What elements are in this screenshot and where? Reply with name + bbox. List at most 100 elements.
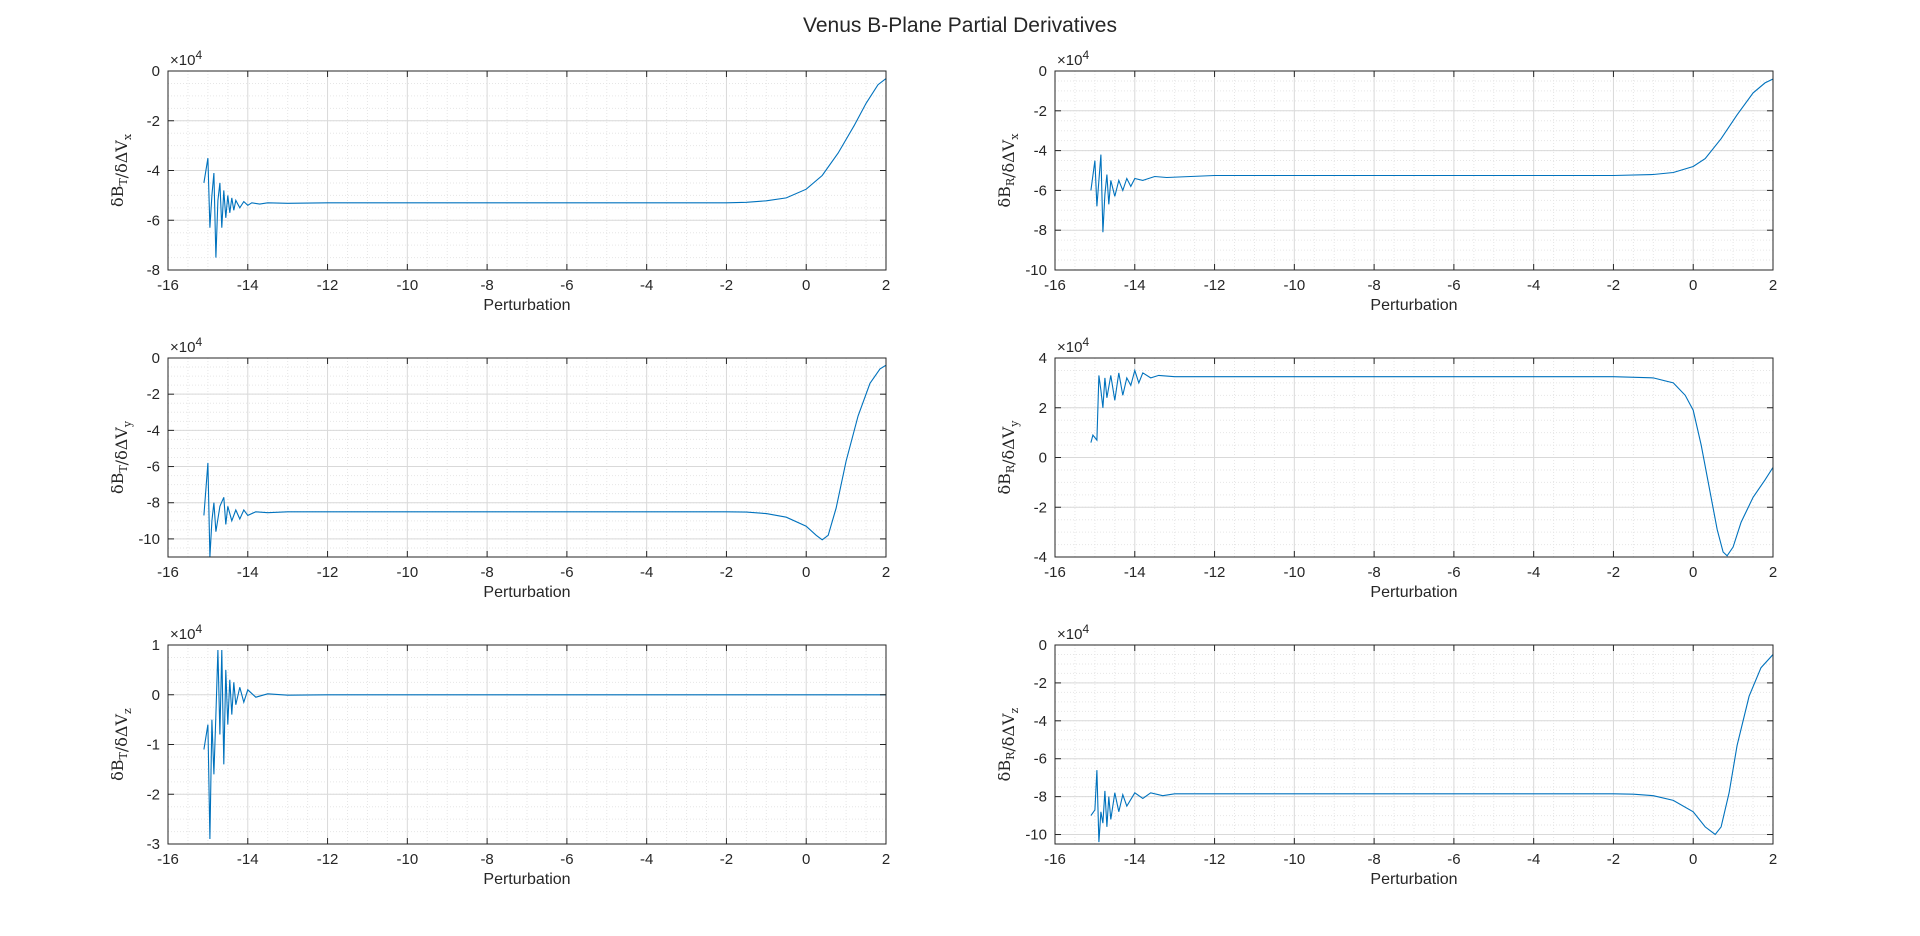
x-axis-label: Perturbation [1370, 584, 1457, 601]
axis-multiplier: ×104 [1057, 622, 1089, 643]
x-tick-label: -10 [1283, 564, 1305, 581]
x-tick-label: -2 [1607, 851, 1620, 868]
x-tick-label: -8 [1367, 277, 1380, 294]
x-tick-label: -16 [1044, 564, 1066, 581]
y-tick-label: -10 [138, 531, 160, 548]
x-tick-label: 2 [1769, 277, 1777, 294]
x-tick-label: -6 [1447, 277, 1460, 294]
x-tick-label: -10 [1283, 851, 1305, 868]
ylabel-denominator-sub: y [1008, 420, 1021, 428]
y-tick-label: 0 [152, 350, 160, 367]
x-tick-label: -10 [396, 277, 418, 294]
x-tick-label: -4 [640, 277, 653, 294]
x-tick-label: 2 [1769, 851, 1777, 868]
x-tick-label: -16 [1044, 277, 1066, 294]
x-axis-label: Perturbation [483, 584, 570, 601]
ylabel-numerator: δB [108, 186, 127, 207]
series-line [1090, 78, 1773, 233]
x-tick-label: 2 [1769, 564, 1777, 581]
ylabel-numerator-sub: T [117, 465, 130, 473]
y-tick-label: -4 [1034, 713, 1047, 730]
ylabel-denominator: /δΔV [999, 139, 1018, 178]
x-tick-label: -8 [1367, 564, 1380, 581]
y-tick-label: -8 [1034, 789, 1047, 806]
x-tick-label: 0 [1689, 564, 1697, 581]
axis-multiplier-exponent: 4 [195, 622, 202, 636]
x-tick-label: -6 [1447, 564, 1460, 581]
y-tick-label: 0 [152, 687, 160, 704]
y-tick-label: -2 [147, 113, 160, 130]
y-axis-label: δBR/δΔVx [995, 133, 1021, 208]
x-tick-label: -14 [237, 277, 259, 294]
series-line [1090, 654, 1773, 843]
x-tick-label: -14 [1124, 851, 1146, 868]
ylabel-denominator-sub: x [1008, 133, 1021, 140]
x-tick-label: -10 [1283, 277, 1305, 294]
y-axis-label: δBT/δΔVy [108, 420, 134, 494]
x-tick-label: -4 [1527, 277, 1540, 294]
axis-multiplier-exponent: 4 [1082, 622, 1089, 636]
x-axis-label: Perturbation [483, 297, 570, 314]
y-tick-label: -4 [147, 163, 160, 180]
subplot-1: -16 -14 -12 -10 -8 -6 -4 -2 0 2 -8 -6 -4 -2 0 ×104 Pertu… [108, 48, 890, 314]
y-tick-label: 0 [1039, 637, 1047, 654]
subplot-2: -16 -14 -12 -10 -8 -6 -4 -2 0 2 -10 -8 -6 -4 -2 0 ×104 Pe… [995, 48, 1777, 314]
x-tick-label: -8 [480, 277, 493, 294]
y-tick-label: -2 [1034, 103, 1047, 120]
ylabel-numerator: δB [995, 186, 1014, 207]
axis-multiplier-exponent: 4 [1082, 48, 1089, 62]
ylabel-denominator: /δΔV [112, 714, 131, 753]
y-tick-label: -3 [147, 836, 160, 853]
ylabel-numerator-sub: R [1004, 751, 1017, 760]
x-tick-label: -12 [317, 564, 339, 581]
x-tick-label: -4 [1527, 851, 1540, 868]
x-tick-label: -4 [640, 851, 653, 868]
x-tick-label: -6 [560, 277, 573, 294]
axis-multiplier: ×104 [170, 48, 202, 69]
y-tick-label: -6 [1034, 182, 1047, 199]
x-tick-label: -14 [237, 564, 259, 581]
subplot-5: -16 -14 -12 -10 -8 -6 -4 -2 0 2-3-2-101×104Pertur… [108, 622, 890, 888]
x-tick-label: -6 [1447, 851, 1460, 868]
x-tick-label: 2 [882, 851, 890, 868]
x-axis-label: Perturbation [1370, 871, 1457, 888]
ylabel-numerator-sub: R [1004, 177, 1017, 186]
figure-title: Venus B-Plane Partial Derivatives [803, 14, 1117, 37]
x-tick-label: 0 [1689, 277, 1697, 294]
x-tick-label: -8 [480, 564, 493, 581]
axis-multiplier: ×104 [170, 622, 202, 643]
y-tick-label: -2 [1034, 499, 1047, 516]
x-tick-label: -12 [1204, 564, 1226, 581]
ylabel-numerator: δB [995, 760, 1014, 781]
ylabel-denominator-sub: z [1008, 707, 1021, 713]
y-tick-label: -4 [1034, 549, 1047, 566]
ylabel-numerator-sub: R [1004, 464, 1017, 473]
ylabel-denominator: /δΔV [112, 427, 131, 466]
x-tick-label: 0 [802, 277, 810, 294]
y-tick-label: 0 [152, 63, 160, 80]
x-axis-label: Perturbation [483, 871, 570, 888]
x-tick-label: -4 [1527, 564, 1540, 581]
x-tick-label: -2 [1607, 277, 1620, 294]
ylabel-numerator-sub: T [117, 178, 130, 186]
x-tick-label: -8 [1367, 851, 1380, 868]
y-tick-label: -6 [147, 212, 160, 229]
x-tick-label: -2 [720, 564, 733, 581]
ylabel-denominator: /δΔV [999, 713, 1018, 752]
ylabel-numerator: δB [995, 473, 1014, 494]
y-tick-label: -6 [147, 459, 160, 476]
x-tick-label: 0 [802, 851, 810, 868]
y-axis-label: δBR/δΔVz [995, 707, 1021, 781]
x-tick-label: -14 [1124, 277, 1146, 294]
x-tick-label: -16 [157, 564, 179, 581]
x-tick-label: -10 [396, 851, 418, 868]
y-tick-label: -6 [1034, 751, 1047, 768]
axes-box [167, 357, 887, 558]
y-tick-label: -2 [147, 386, 160, 403]
ylabel-denominator-sub: y [121, 420, 134, 428]
x-tick-label: -14 [1124, 564, 1146, 581]
y-tick-label: 2 [1039, 400, 1047, 417]
ylabel-denominator-sub: z [121, 708, 134, 714]
x-tick-label: -16 [157, 851, 179, 868]
